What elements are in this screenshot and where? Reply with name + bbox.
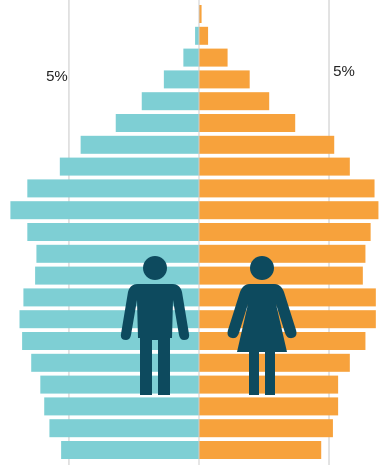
bar xyxy=(10,201,199,220)
male-icon xyxy=(120,256,190,395)
bar xyxy=(36,244,199,263)
bar xyxy=(141,92,199,111)
bar xyxy=(198,48,228,67)
x-tick-label: 5% xyxy=(46,68,68,85)
bar xyxy=(198,266,363,285)
bar xyxy=(198,397,339,416)
bar xyxy=(61,441,199,459)
bar xyxy=(44,397,199,416)
bar xyxy=(183,48,199,67)
bar xyxy=(49,419,199,438)
bar xyxy=(163,70,199,89)
bar xyxy=(40,375,199,394)
bar xyxy=(198,201,379,220)
bar xyxy=(198,5,202,23)
bar xyxy=(115,114,199,132)
bar xyxy=(31,353,199,372)
bar xyxy=(198,26,209,45)
bar xyxy=(198,419,333,438)
bar xyxy=(35,266,199,285)
bar xyxy=(198,244,366,263)
bar xyxy=(198,114,296,132)
bar xyxy=(59,157,199,176)
bar xyxy=(198,179,375,198)
bars xyxy=(10,5,379,459)
bar xyxy=(27,223,199,241)
bar xyxy=(198,70,250,89)
bar xyxy=(195,26,199,45)
bar xyxy=(198,92,270,111)
bar xyxy=(27,179,199,198)
bar xyxy=(80,135,199,154)
female-icon xyxy=(227,256,297,395)
bar xyxy=(198,223,371,241)
bar xyxy=(198,135,335,154)
x-tick-label: 5% xyxy=(333,63,355,80)
bar xyxy=(22,332,199,350)
bar xyxy=(198,441,322,459)
bar xyxy=(198,157,350,176)
